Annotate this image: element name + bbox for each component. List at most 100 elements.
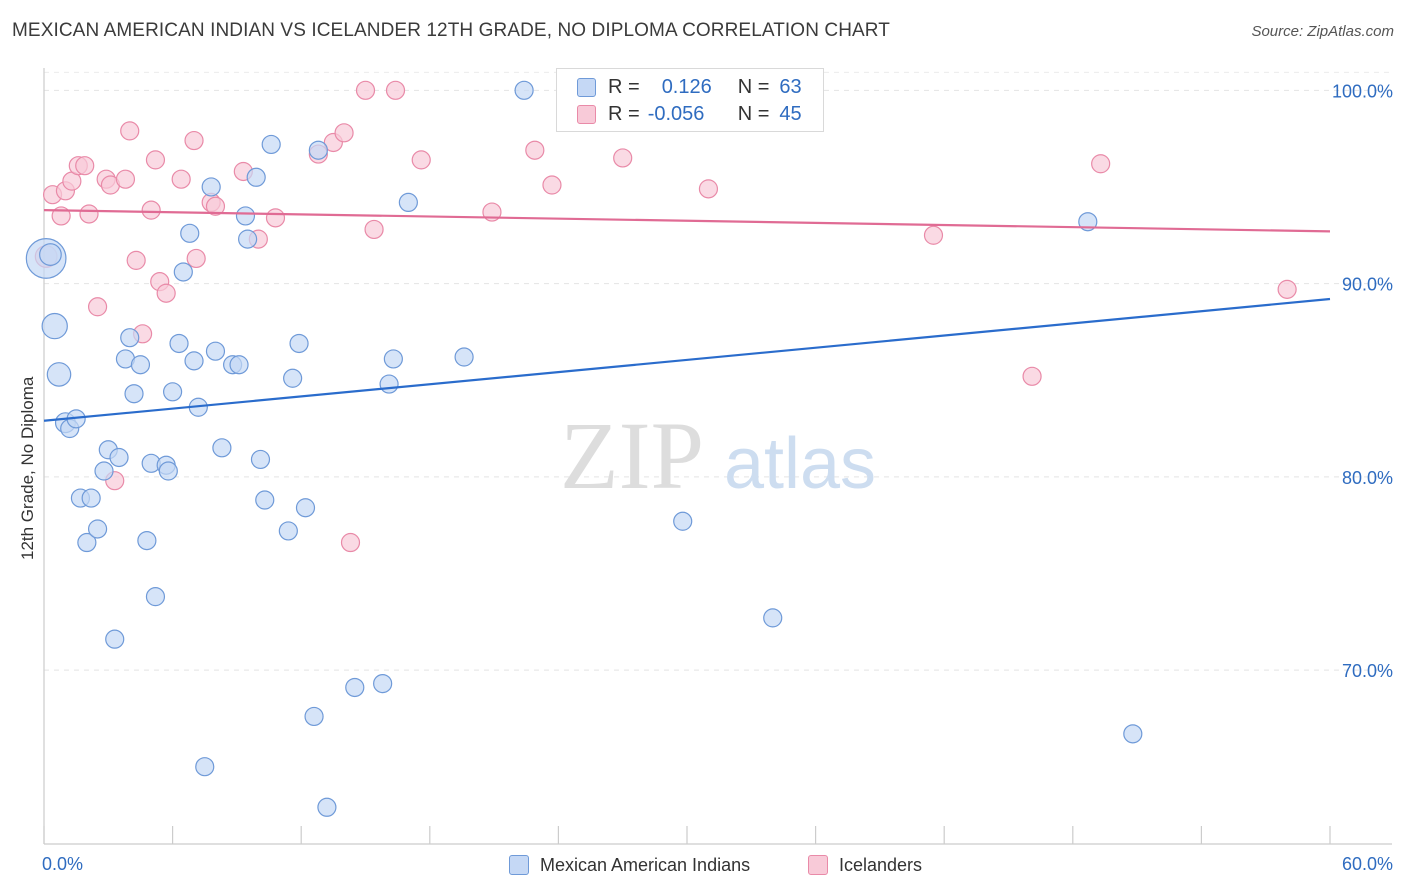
y-tick-label: 80.0% — [1342, 468, 1393, 488]
point-mexican-american-indians — [163, 382, 183, 402]
point-mexican-american-indians — [205, 341, 226, 361]
pink-swatch — [577, 104, 596, 124]
point-mexican-american-indians — [173, 262, 193, 282]
point-icelanders — [265, 208, 286, 228]
point-icelanders — [355, 80, 376, 100]
point-mexican-american-indians — [373, 673, 393, 694]
point-mexican-american-indians — [283, 368, 303, 388]
trendline-icelanders — [43, 209, 1331, 233]
point-icelanders — [613, 148, 633, 168]
n-label: N = — [737, 102, 770, 125]
blue-swatch — [577, 77, 596, 97]
point-mexican-american-indians — [246, 167, 266, 187]
point-mexican-american-indians — [673, 511, 693, 531]
point-icelanders — [411, 150, 431, 170]
point-mexican-american-indians — [94, 461, 114, 481]
r-label: R = — [608, 102, 640, 125]
point-mexican-american-indians — [39, 243, 62, 266]
point-mexican-american-indians — [295, 498, 316, 518]
point-mexican-american-indians — [195, 757, 215, 777]
blue-swatch — [509, 855, 529, 875]
y-tick-label: 70.0% — [1342, 661, 1393, 681]
y-tick-label: 90.0% — [1342, 275, 1393, 295]
point-mexican-american-indians — [235, 206, 256, 226]
point-mexican-american-indians — [87, 519, 108, 539]
gridlines — [44, 71, 1392, 671]
point-mexican-american-indians — [383, 349, 403, 369]
point-mexican-american-indians — [454, 347, 474, 367]
axes — [43, 68, 1392, 845]
point-mexican-american-indians — [81, 488, 101, 508]
point-mexican-american-indians — [317, 797, 337, 817]
point-icelanders — [340, 532, 361, 553]
point-mexican-american-indians — [180, 223, 200, 243]
point-mexican-american-indians — [398, 192, 418, 212]
point-mexican-american-indians — [1123, 724, 1143, 744]
point-icelanders — [171, 169, 191, 189]
point-mexican-american-indians — [250, 449, 271, 470]
watermark-atlas: atlas — [724, 424, 876, 504]
point-mexican-american-indians — [308, 140, 328, 160]
x-tick-label: 0.0% — [42, 854, 83, 874]
point-mexican-american-indians — [169, 333, 189, 354]
point-mexican-american-indians — [763, 608, 783, 628]
x-tick-label: 60.0% — [1342, 854, 1393, 874]
point-mexican-american-indians — [201, 177, 221, 197]
point-icelanders — [115, 169, 136, 189]
trend-lines — [43, 209, 1331, 422]
point-icelanders — [87, 297, 108, 317]
n-value: 63 — [779, 75, 802, 98]
point-mexican-american-indians — [255, 490, 275, 510]
point-mexican-american-indians — [379, 374, 399, 394]
r-label: R = — [608, 75, 640, 98]
pink-swatch — [808, 855, 828, 875]
point-icelanders — [542, 175, 562, 195]
point-mexican-american-indians — [124, 384, 144, 404]
source-label: Source: ZipAtlas.com — [1251, 23, 1394, 40]
point-icelanders — [923, 225, 944, 245]
stats-legend: R = 0.126 N = 63 R = -0.056 N = 45 — [556, 68, 824, 132]
y-axis-label: 12th Grade, No Diploma — [18, 376, 37, 560]
point-icelanders — [205, 196, 226, 216]
point-icelanders — [1022, 366, 1042, 386]
point-mexican-american-indians — [229, 355, 249, 375]
legend-label: Mexican American Indians — [540, 854, 751, 875]
point-icelanders — [186, 248, 206, 269]
legend-item-mexican-american-indians: Mexican American Indians — [509, 853, 750, 877]
point-icelanders — [385, 80, 406, 100]
point-icelanders — [364, 219, 384, 240]
watermark-zip: ZIP — [560, 402, 704, 509]
n-value: 45 — [779, 102, 802, 125]
point-icelanders — [120, 121, 140, 141]
stats-row-blue: R = 0.126 N = 63 — [577, 74, 802, 100]
point-icelanders — [141, 200, 161, 220]
r-value: -0.056 — [647, 102, 705, 125]
point-mexican-american-indians — [514, 80, 534, 100]
point-icelanders — [156, 283, 176, 303]
y-tick-label: 100.0% — [1332, 81, 1393, 101]
point-mexican-american-indians — [145, 587, 166, 607]
point-icelanders — [334, 123, 354, 143]
point-mexican-american-indians — [345, 677, 365, 698]
point-mexican-american-indians — [109, 447, 129, 468]
point-mexican-american-indians — [212, 438, 232, 458]
point-mexican-american-indians — [46, 362, 72, 387]
point-mexican-american-indians — [41, 312, 68, 340]
chart-title: MEXICAN AMERICAN INDIAN VS ICELANDER 12T… — [12, 20, 890, 41]
point-mexican-american-indians — [77, 532, 97, 553]
point-mexican-american-indians — [105, 629, 125, 649]
point-mexican-american-indians — [158, 461, 178, 481]
point-icelanders — [184, 130, 204, 151]
point-icelanders — [79, 204, 99, 224]
r-value: 0.126 — [661, 75, 712, 98]
tick-labels: 70.0% 80.0% 90.0% 100.0% 0.0% 60.0% — [42, 81, 1393, 874]
point-mexican-american-indians — [289, 333, 309, 354]
point-mexican-american-indians — [130, 355, 151, 375]
point-icelanders — [126, 250, 146, 270]
point-mexican-american-indians — [120, 328, 140, 348]
point-mexican-american-indians — [184, 351, 204, 371]
point-icelanders — [145, 150, 166, 170]
point-icelanders — [525, 140, 545, 160]
point-icelanders — [1091, 154, 1111, 174]
